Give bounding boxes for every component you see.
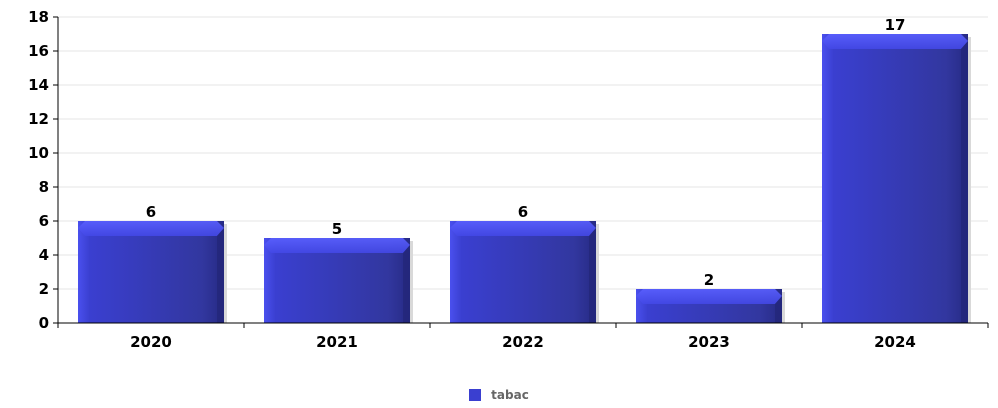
bar-top-2022 <box>450 221 596 236</box>
bar-side-2022 <box>589 228 596 323</box>
bar-face-2022 <box>450 221 596 323</box>
bar-top-2021 <box>264 238 410 253</box>
y-tick-label-2: 2 <box>39 280 49 298</box>
y-tick-label-0: 0 <box>39 314 49 332</box>
legend-swatch-tabac <box>469 389 482 401</box>
bar-face-2020 <box>78 221 224 323</box>
y-tick-label-18: 18 <box>28 8 49 26</box>
bar-2024 <box>822 34 971 323</box>
bars <box>78 34 971 323</box>
value-label-2024: 17 <box>885 16 906 34</box>
y-tick-label-10: 10 <box>28 144 49 162</box>
labels: 0 2 4 6 8 10 12 14 16 18 6 2020 5 2021 6 2022 2 2023 17 202… <box>28 8 916 351</box>
x-tick-label-2020: 2020 <box>130 333 172 351</box>
bar-side-2023 <box>775 296 782 323</box>
y-tick-label-6: 6 <box>39 212 49 230</box>
bar-2021 <box>264 238 413 323</box>
x-tick-label-2022: 2022 <box>502 333 544 351</box>
bar-side-2024 <box>961 41 968 323</box>
value-label-2020: 6 <box>146 203 156 221</box>
value-label-2021: 5 <box>332 220 342 238</box>
legend-label-tabac: tabac <box>491 388 529 402</box>
bar-2020 <box>78 221 227 323</box>
bar-2022 <box>450 221 599 323</box>
y-tick-label-14: 14 <box>28 76 49 94</box>
x-tick-label-2024: 2024 <box>874 333 916 351</box>
axes <box>53 16 989 328</box>
bar-face-2024 <box>822 34 968 323</box>
bar-top-2023 <box>636 289 782 304</box>
value-label-2022: 6 <box>518 203 528 221</box>
bar-side-2021 <box>403 245 410 323</box>
bar-side-2020 <box>217 228 224 323</box>
value-label-2023: 2 <box>704 271 714 289</box>
y-tick-label-12: 12 <box>28 110 49 128</box>
x-tick-label-2021: 2021 <box>316 333 358 351</box>
x-tick-label-2023: 2023 <box>688 333 730 351</box>
bar-top-2020 <box>78 221 224 236</box>
bar-2023 <box>636 289 785 323</box>
y-tick-label-4: 4 <box>39 246 49 264</box>
y-tick-label-8: 8 <box>39 178 49 196</box>
y-tick-label-16: 16 <box>28 42 49 60</box>
bar-top-2024 <box>822 34 968 49</box>
legend: tabac <box>0 388 998 402</box>
